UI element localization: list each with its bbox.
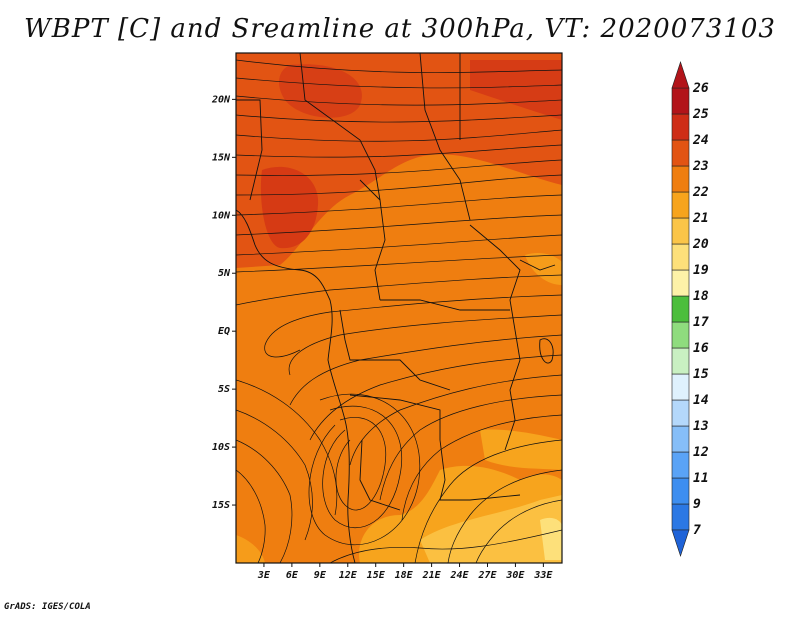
x-tick-label: 33E <box>533 570 553 581</box>
colorbar-label: 21 <box>692 211 709 226</box>
x-tick-label: 24E <box>450 570 470 581</box>
x-tick-label: 12E <box>339 570 358 581</box>
colorbar-label: 9 <box>693 497 701 512</box>
x-tick-label: 18E <box>395 570 414 581</box>
colorbar-segment <box>671 373 690 401</box>
y-tick-label: 15S <box>212 500 230 511</box>
colorbar-segment <box>671 243 690 271</box>
colorbar-label: 17 <box>693 315 709 330</box>
x-tick-label: 30E <box>505 570 525 581</box>
colorbar-segment <box>671 87 690 115</box>
colorbar-high-arrow <box>671 61 690 89</box>
colorbar-label: 12 <box>693 445 709 460</box>
colorbar-segment <box>671 321 690 349</box>
colorbar-label: 25 <box>692 107 709 122</box>
y-axis: 20N 15N 10N 5N EQ 5S 10S 15S <box>211 94 236 511</box>
y-tick-label: EQ <box>218 326 230 337</box>
colorbar-label: 18 <box>693 289 709 304</box>
wbpt-field <box>236 53 562 563</box>
colorbar: 7 9 11 12 13 14 15 16 17 18 19 20 21 22 23 24 25 26 <box>671 61 709 557</box>
colorbar-segment <box>671 165 690 193</box>
colorbar-label: 16 <box>693 341 709 356</box>
y-tick-label: 15N <box>212 152 231 163</box>
streamlines <box>236 59 562 563</box>
colorbar-segment <box>671 191 690 219</box>
x-axis: 3E 6E 9E 12E 15E 18E 21E 24E 27E 30E 33E <box>257 563 553 581</box>
colorbar-segment <box>671 295 690 323</box>
colorbar-segment <box>671 269 690 297</box>
x-tick-label: 15E <box>367 570 386 581</box>
country-borders <box>236 53 556 563</box>
colorbar-label: 20 <box>692 237 709 252</box>
colorbar-segment <box>671 217 690 245</box>
x-tick-label: 27E <box>477 570 497 581</box>
colorbar-label: 13 <box>693 419 709 434</box>
colorbar-segment <box>671 425 690 453</box>
colorbar-segment <box>671 477 690 505</box>
grads-credit: GrADS: IGES/COLA <box>4 602 91 612</box>
colorbar-segment <box>671 113 690 141</box>
colorbar-segment <box>671 503 690 531</box>
y-tick-label: 10S <box>212 442 230 453</box>
y-tick-label: 10N <box>212 210 231 221</box>
colorbar-segment <box>671 347 690 375</box>
y-tick-label: 5S <box>218 384 230 395</box>
y-tick-label: 5N <box>218 268 231 279</box>
chart-title: WBPT [C] and Sreamline at 300hPa, VT: 20… <box>24 14 776 44</box>
colorbar-segment <box>671 139 690 167</box>
x-tick-label: 3E <box>257 570 271 581</box>
colorbar-label: 24 <box>692 133 709 148</box>
colorbar-segment <box>671 451 690 479</box>
map-frame <box>235 52 563 564</box>
x-tick-label: 6E <box>286 570 299 581</box>
y-tick-label: 20N <box>211 94 231 105</box>
colorbar-label: 15 <box>693 367 709 382</box>
colorbar-low-arrow <box>671 529 690 557</box>
colorbar-label: 7 <box>693 523 701 538</box>
colorbar-label: 23 <box>692 159 709 174</box>
colorbar-label: 26 <box>692 81 709 96</box>
colorbar-segment <box>671 399 690 427</box>
colorbar-label: 11 <box>693 471 709 486</box>
colorbar-label: 14 <box>693 393 709 408</box>
colorbar-label: 22 <box>692 185 709 200</box>
x-tick-label: 21E <box>422 570 442 581</box>
x-tick-label: 9E <box>314 570 327 581</box>
colorbar-label: 19 <box>693 263 709 278</box>
